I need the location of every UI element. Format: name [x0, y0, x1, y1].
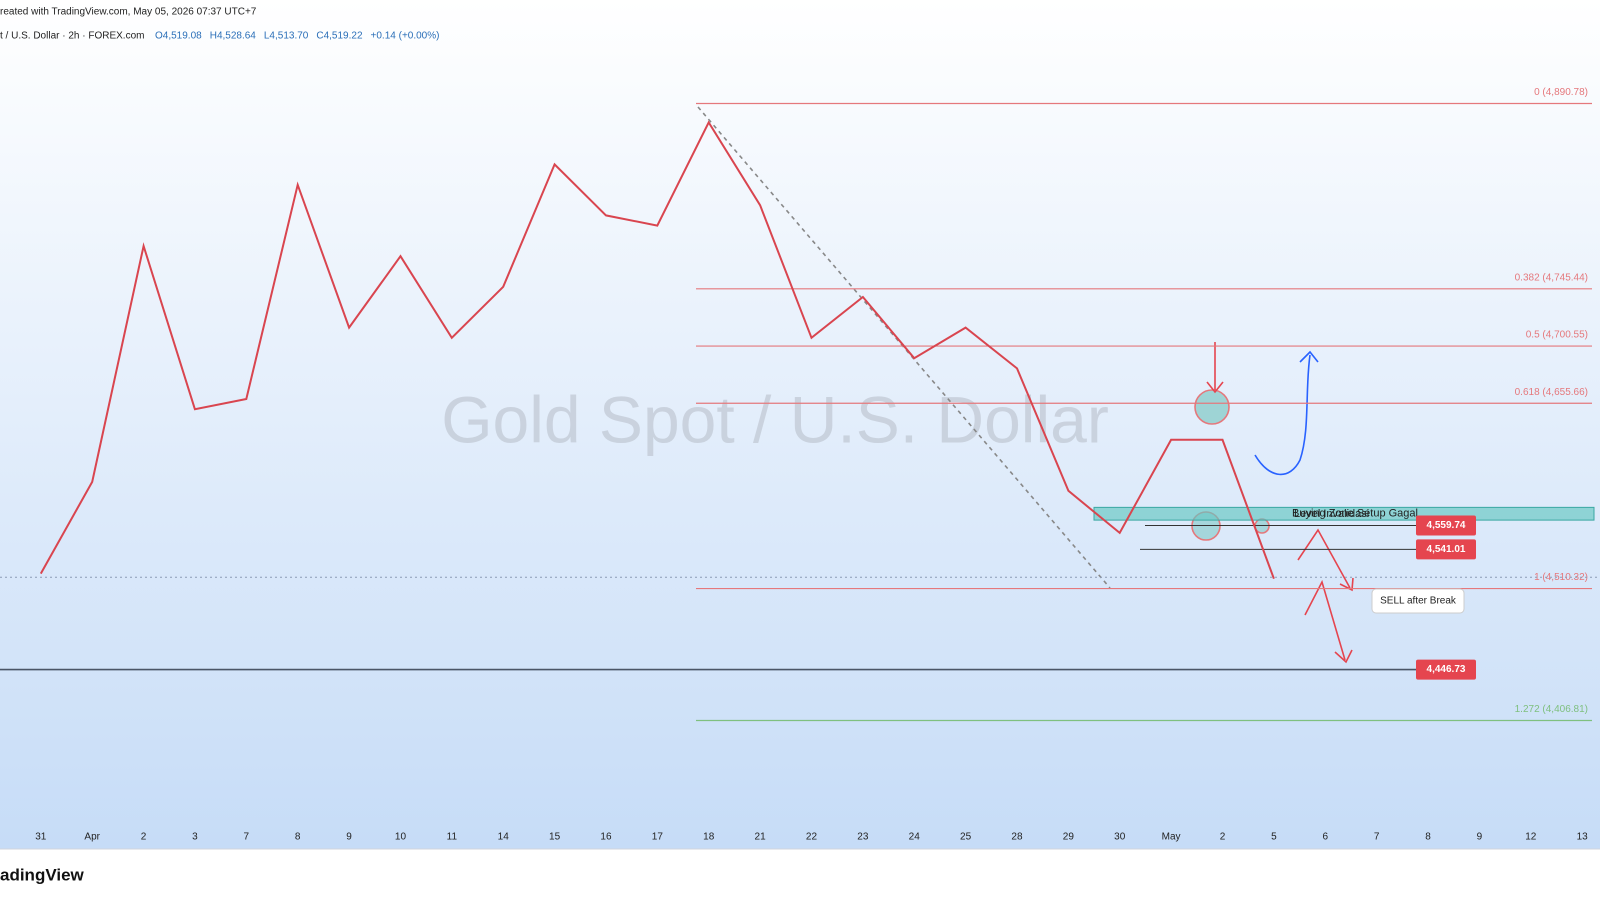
x-tick-label: 6: [1322, 832, 1328, 843]
arrow: [1297, 528, 1354, 592]
price-tag-label: 4,559.74: [1427, 520, 1466, 531]
x-tick-label: 28: [1011, 832, 1023, 843]
x-tick-label: 14: [498, 832, 510, 843]
arrow: [1206, 342, 1224, 394]
x-tick-label: 3: [192, 832, 198, 843]
x-tick-label: 2: [141, 832, 147, 843]
price-tag: [1416, 659, 1476, 680]
price-tag-label: 4,541.01: [1427, 544, 1466, 555]
ohlc-value: O4,519.08: [155, 31, 202, 42]
x-tick-label: 25: [960, 832, 972, 843]
credit: reated with TradingView.com, May 05, 202…: [0, 7, 257, 18]
circle: [1194, 389, 1230, 425]
x-tick-label: 11: [447, 832, 458, 843]
fib-label: 0.5 (4,700.55): [1526, 330, 1588, 341]
ohlc-value: H4,528.64: [210, 31, 257, 42]
fib-label: 0.618 (4,655.66): [1515, 387, 1588, 398]
x-tick-label: May: [1162, 832, 1181, 843]
ohlc-value: L4,513.70: [264, 31, 309, 42]
invalidation-label: Level Invalidasi: [1294, 508, 1369, 520]
x-tick-label: 24: [909, 832, 921, 843]
trend-line: [697, 106, 1111, 589]
fib-label: 0.382 (4,745.44): [1515, 272, 1588, 283]
brand: adingView: [0, 865, 85, 884]
x-tick-label: 8: [1425, 832, 1431, 843]
fib-label: 1.272 (4,406.81): [1515, 704, 1588, 715]
sell-label: SELL after Break: [1380, 596, 1457, 607]
fib-label: 0 (4,890.78): [1534, 87, 1588, 98]
x-tick-label: 8: [295, 832, 301, 843]
x-tick-label: 23: [857, 832, 869, 843]
x-tick-label: 16: [600, 832, 612, 843]
x-tick-label: 15: [549, 832, 561, 843]
x-tick-label: 12: [1525, 832, 1537, 843]
price-line: [39, 120, 1275, 580]
symbol: t / U.S. Dollar · 2h · FOREX.com: [0, 31, 144, 42]
callout: [1371, 588, 1465, 614]
change-value: +0.14 (+0.00%): [371, 31, 440, 42]
x-tick-label: 22: [806, 832, 818, 843]
x-tick-label: 31: [35, 832, 47, 843]
x-tick-label: 9: [1477, 832, 1483, 843]
price-tag-label: 4,446.73: [1427, 664, 1466, 675]
x-tick-label: 5: [1271, 832, 1277, 843]
x-tick-label: 7: [1374, 832, 1380, 843]
x-tick-label: 17: [652, 832, 664, 843]
price-tag: [1416, 515, 1476, 536]
x-tick-label: 7: [244, 832, 250, 843]
arrow: [1304, 579, 1353, 664]
x-tick-label: 18: [703, 832, 715, 843]
x-tick-label: 10: [395, 832, 407, 843]
watermark: Gold Spot / U.S. Dollar: [441, 382, 1109, 456]
x-tick-label: 30: [1114, 832, 1126, 843]
plot-background: [0, 0, 1600, 849]
arrow: [1254, 350, 1319, 476]
x-tick-label: 13: [1577, 832, 1589, 843]
ohlc-value: C4,519.22: [316, 31, 363, 42]
x-tick-label: 29: [1063, 832, 1075, 843]
x-tick-label: 9: [346, 832, 352, 843]
x-tick-label: 21: [755, 832, 767, 843]
price-tag: [1416, 539, 1476, 560]
x-tick-label: Apr: [84, 832, 100, 843]
zone-label: Buying Zone Setup Gagal: [1292, 508, 1418, 520]
x-tick-label: 2: [1220, 832, 1226, 843]
